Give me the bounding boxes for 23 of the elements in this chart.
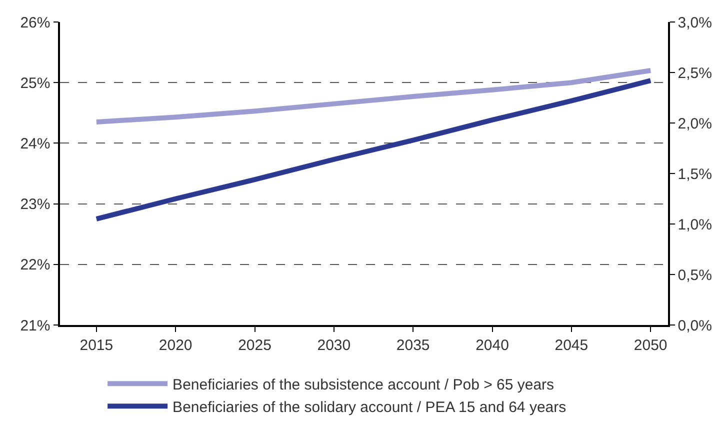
x-tick-label: 2050 [634,336,668,354]
y-tick-label: 25% [20,74,50,92]
legend-label: Beneficiaries of the subsistence account / Pob > 65 years [172,376,554,394]
y2-tick-label: 0,0% [678,317,712,334]
y-tick-label: 23% [20,196,50,214]
y-tick-label: 24% [20,135,50,152]
x-tick-label: 2020 [158,336,192,354]
y2-tick-label: 1,5% [678,166,712,183]
x-tick-label: 2040 [476,336,509,354]
x-tick-label: 2035 [396,336,430,354]
y-tick-label: 22% [20,256,50,274]
x-tick-label: 2030 [317,336,351,354]
x-tick-label: 2015 [80,336,114,354]
y2-tick-label: 2,0% [678,115,712,132]
y-tick-label: 21% [20,317,50,334]
x-tick-label: 2045 [554,336,588,354]
y2-tick-label: 3,0% [678,14,712,32]
y2-tick-label: 0,5% [678,266,712,284]
y2-tick-label: 1,0% [678,216,712,234]
x-tick-label: 2025 [238,336,272,354]
y2-tick-label: 2,5% [678,64,712,82]
legend-label: Beneficiaries of the solidary account / PEA 15 and 64 years [172,399,566,416]
y-tick-label: 26% [20,14,50,32]
